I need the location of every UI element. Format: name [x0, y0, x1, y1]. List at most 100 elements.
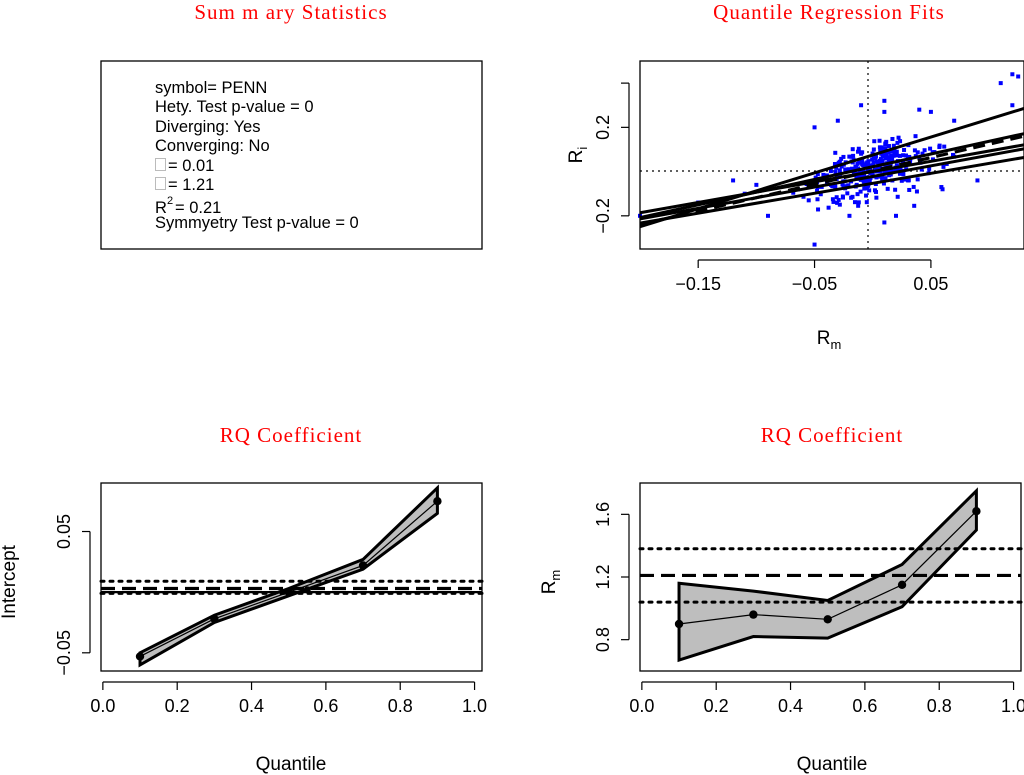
qr-data-point	[894, 213, 898, 218]
qr-data-point	[882, 220, 887, 225]
rq-intercept-y-tick-label: −0.05	[54, 630, 74, 676]
summary-converging: Converging: No	[155, 137, 270, 155]
qr-data-point	[915, 177, 920, 182]
qr-data-point	[896, 168, 901, 173]
qr-data-point	[818, 192, 823, 197]
rq-intercept-x-tick-label: 1.0	[462, 696, 487, 716]
qr-data-point	[856, 149, 861, 154]
qr-data-point	[815, 197, 820, 202]
rq-slope-plot-frame	[639, 482, 1022, 672]
rq-slope-estimate-point	[897, 580, 907, 590]
qr-data-point	[886, 144, 891, 149]
qr-data-point	[927, 166, 932, 171]
summary-hety-test: Hety. Test p-value = 0	[155, 98, 314, 116]
qr-data-point	[880, 158, 885, 163]
qr-data-point	[881, 181, 886, 186]
qr-data-point	[824, 181, 829, 186]
qr-data-point	[867, 167, 872, 172]
qr-data-point	[873, 189, 878, 194]
qr-data-point	[930, 157, 935, 162]
qr-data-point	[862, 172, 867, 177]
qr-data-point	[871, 160, 876, 165]
rq-slope-axes: 0.0 0.2 0.4 0.6 0.8 1.0 0.8 1.2 1.6	[593, 502, 1024, 716]
qr-y-label-sub: i	[575, 147, 590, 150]
qr-data-point	[833, 184, 838, 189]
qr-fits-title: Quantile Regression Fits	[713, 0, 945, 24]
qr-data-point	[830, 184, 835, 189]
qr-data-point	[840, 194, 845, 199]
qr-data-point	[840, 182, 845, 187]
qr-data-point	[882, 109, 887, 114]
qr-data-point	[913, 134, 918, 139]
rq-slope-reference-lines	[638, 547, 1023, 604]
qr-data-point	[837, 168, 842, 173]
qr-y-axis-label: Ri	[566, 147, 590, 164]
rq-slope-band	[677, 487, 978, 663]
rq-intercept-x-tick-label: 0.8	[388, 696, 413, 716]
qr-data-point	[919, 167, 924, 172]
qr-data-point	[886, 150, 891, 155]
rq-slope-y-label-sub: m	[548, 570, 563, 581]
rq-slope-y-axis-label: Rm	[539, 570, 563, 595]
rq-slope-y-tick-label: 1.2	[593, 564, 613, 589]
qr-data-point	[900, 171, 905, 176]
qr-data-point	[874, 175, 879, 180]
summary-alpha: = 0.01	[168, 157, 214, 175]
qr-data-point	[836, 197, 841, 202]
summary-r2-label: R	[155, 199, 167, 217]
qr-data-point	[816, 207, 821, 212]
rq-intercept-estimate-point	[303, 586, 311, 594]
rq-intercept-series	[135, 496, 442, 661]
qr-data-point	[841, 154, 846, 159]
qr-data-point	[1010, 103, 1015, 108]
qr-data-point	[860, 158, 865, 163]
qr-data-point	[886, 155, 891, 160]
qr-data-point	[866, 183, 871, 188]
qr-data-point	[885, 186, 890, 191]
qr-data-point	[940, 187, 945, 192]
qr-fits-panel: Quantile Regression Fits −0.15 −0.05 0.05−…	[566, 0, 1024, 352]
qr-data-point	[849, 154, 854, 159]
rq-slope-estimate-point	[674, 619, 684, 629]
rq-intercept-plot-frame	[100, 482, 483, 672]
qr-data-point	[939, 185, 944, 190]
qr-y-label-main: R	[566, 150, 587, 164]
summary-r2-superscript: 2	[167, 195, 173, 207]
qr-data-point	[884, 139, 889, 144]
qr-data-point	[864, 193, 869, 198]
rq-slope-x-tick-label: 0.0	[629, 696, 654, 716]
qr-data-point	[878, 147, 883, 152]
qr-data-point	[877, 138, 882, 143]
qr-data-point	[895, 194, 900, 199]
alpha-glyph-box	[155, 158, 166, 171]
qr-data-point	[839, 156, 844, 161]
qr-data-point	[897, 171, 902, 176]
rq-intercept-estimate-point	[433, 496, 442, 506]
qr-data-point	[878, 156, 883, 161]
qr-data-point	[833, 170, 838, 175]
rq-intercept-x-tick-label: 0.2	[165, 696, 190, 716]
rq-intercept-band	[138, 484, 439, 668]
qr-data-point	[801, 194, 806, 199]
rq-slope-y-label-main: R	[539, 581, 560, 595]
qr-data-point	[791, 190, 796, 195]
qr-data-point	[894, 153, 899, 158]
qr-data-point	[904, 153, 909, 158]
qr-data-point	[862, 179, 867, 184]
qr-data-point	[889, 155, 894, 160]
qr-data-point	[830, 197, 835, 202]
qr-data-point	[856, 146, 861, 151]
qr-data-point	[862, 164, 867, 169]
qr-data-point	[833, 150, 838, 155]
qr-data-point	[941, 164, 946, 169]
qr-fit-line-q0.7	[639, 132, 1024, 220]
qr-data-point	[812, 242, 817, 247]
qr-data-point	[851, 171, 856, 176]
qr-data-point	[826, 205, 831, 210]
qr-data-point	[813, 175, 818, 180]
summary-box	[100, 60, 483, 250]
qr-x-tick-label: −0.05	[792, 274, 838, 294]
qr-data-point	[845, 191, 850, 196]
qr-x-label-sub: m	[830, 337, 841, 352]
qr-data-point	[754, 182, 759, 187]
